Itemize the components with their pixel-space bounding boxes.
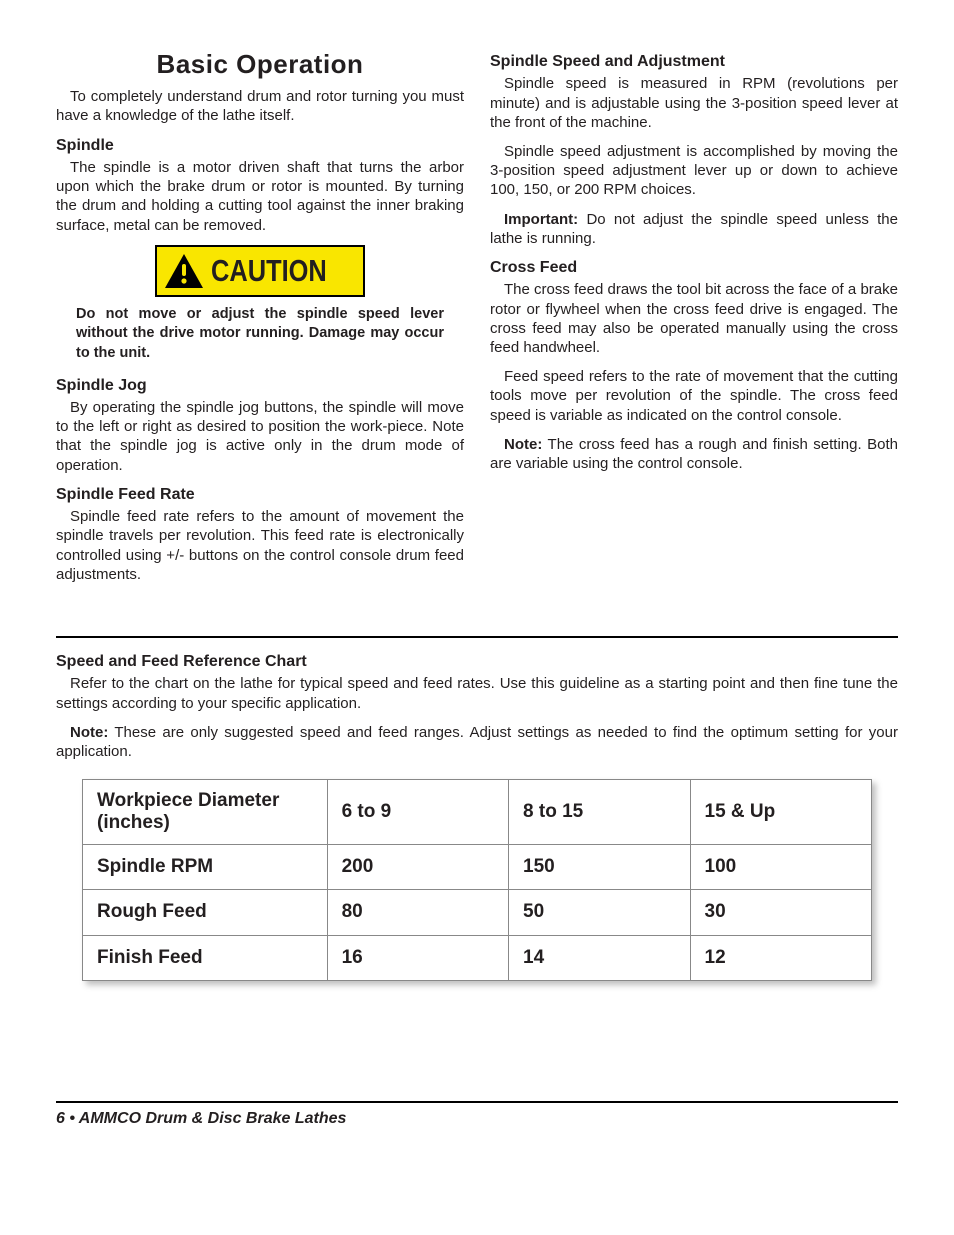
table-cell: 50 — [509, 890, 690, 935]
table-cell: Finish Feed — [83, 935, 328, 980]
crossfeed-p2: Feed speed refers to the rate of movemen… — [490, 367, 898, 425]
warning-triangle-icon — [163, 252, 205, 290]
reference-table: Workpiece Diameter (inches) 6 to 9 8 to … — [82, 779, 872, 981]
page-title: Basic Operation — [56, 48, 464, 81]
table-header-cell: Workpiece Diameter (inches) — [83, 780, 328, 845]
chart-note: Note: These are only suggested speed and… — [56, 723, 898, 761]
table-cell: 12 — [690, 935, 871, 980]
caution-note: Do not move or adjust the spindle speed … — [56, 301, 464, 368]
chart-p1: Refer to the chart on the lathe for typi… — [56, 674, 898, 712]
spindle-feedrate-heading: Spindle Feed Rate — [56, 485, 464, 505]
spindle-paragraph: The spindle is a motor driven shaft that… — [56, 158, 464, 235]
table-row: Rough Feed 80 50 30 — [83, 890, 872, 935]
chart-heading: Speed and Feed Reference Chart — [56, 652, 898, 672]
table-header-cell: 15 & Up — [690, 780, 871, 845]
chart-note-text: These are only suggested speed and feed … — [56, 724, 898, 760]
speed-adjust-heading: Spindle Speed and Adjustment — [490, 52, 898, 72]
right-column: Spindle Speed and Adjustment Spindle spe… — [490, 48, 898, 594]
section-divider — [56, 636, 898, 638]
left-column: Basic Operation To completely understand… — [56, 48, 464, 594]
note-label: Note: — [504, 436, 542, 453]
speed-adjust-important: Important: Do not adjust the spindle spe… — [490, 210, 898, 248]
table-header-row: Workpiece Diameter (inches) 6 to 9 8 to … — [83, 780, 872, 845]
page-footer: 6 • AMMCO Drum & Disc Brake Lathes — [56, 1109, 898, 1129]
chart-section: Speed and Feed Reference Chart Refer to … — [56, 652, 898, 981]
important-label: Important: — [504, 211, 578, 228]
table-row: Finish Feed 16 14 12 — [83, 935, 872, 980]
caution-sign-wrap: CAUTION — [56, 245, 464, 297]
speed-adjust-p1: Spindle speed is measured in RPM (revolu… — [490, 74, 898, 132]
speed-adjust-p2: Spindle speed adjustment is accomplished… — [490, 142, 898, 200]
crossfeed-note: Note: The cross feed has a rough and fin… — [490, 435, 898, 473]
table-cell: 80 — [327, 890, 508, 935]
intro-paragraph: To completely understand drum and rotor … — [56, 87, 464, 125]
crossfeed-p1: The cross feed draws the tool bit across… — [490, 280, 898, 357]
table-header-cell: 8 to 15 — [509, 780, 690, 845]
caution-sign: CAUTION — [155, 245, 364, 297]
reference-table-wrap: Workpiece Diameter (inches) 6 to 9 8 to … — [56, 779, 898, 981]
caution-label: CAUTION — [211, 251, 327, 291]
table-row: Spindle RPM 200 150 100 — [83, 844, 872, 889]
spindle-jog-paragraph: By operating the spindle jog buttons, th… — [56, 398, 464, 475]
table-cell: 16 — [327, 935, 508, 980]
spindle-feedrate-paragraph: Spindle feed rate refers to the amount o… — [56, 507, 464, 584]
table-cell: Spindle RPM — [83, 844, 328, 889]
table-cell: Rough Feed — [83, 890, 328, 935]
table-cell: 14 — [509, 935, 690, 980]
table-cell: 100 — [690, 844, 871, 889]
table-cell: 30 — [690, 890, 871, 935]
crossfeed-heading: Cross Feed — [490, 258, 898, 278]
spindle-heading: Spindle — [56, 136, 464, 156]
chart-note-label: Note: — [70, 724, 108, 741]
table-header-cell: 6 to 9 — [327, 780, 508, 845]
table-cell: 150 — [509, 844, 690, 889]
spindle-jog-heading: Spindle Jog — [56, 376, 464, 396]
footer-divider — [56, 1101, 898, 1103]
note-text: The cross feed has a rough and finish se… — [490, 436, 898, 472]
two-column-layout: Basic Operation To completely understand… — [56, 48, 898, 594]
table-cell: 200 — [327, 844, 508, 889]
